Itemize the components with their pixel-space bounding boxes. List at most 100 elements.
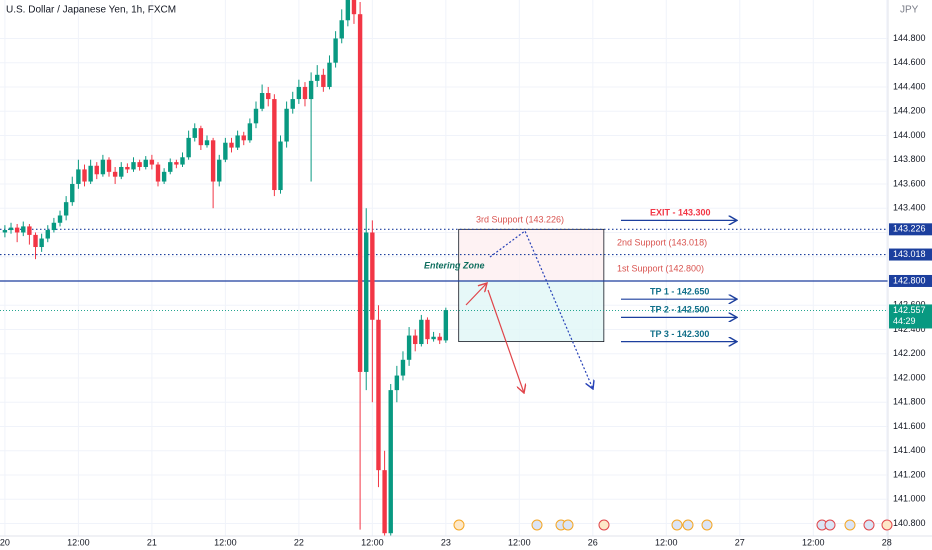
candle-body [345, 0, 351, 21]
candle-body [388, 390, 393, 534]
candle-body [137, 162, 142, 167]
candle-body [51, 222, 57, 231]
countdown-label: 44:29 [893, 316, 916, 326]
candle-body [400, 359, 406, 376]
candle-body [431, 336, 436, 340]
y-tick-label: 142.200 [893, 348, 926, 358]
y-tick-label: 143.800 [893, 154, 926, 164]
candle-body [168, 162, 173, 172]
candle-body [14, 227, 20, 233]
x-tick-label: 12:00 [508, 537, 531, 547]
x-tick-label: 23 [441, 537, 451, 547]
y-tick-label: 144.200 [893, 106, 926, 116]
candle-body [210, 140, 216, 182]
candle-body [272, 99, 277, 191]
candle-body [119, 166, 124, 177]
candle-body [333, 38, 338, 63]
x-tick-label: 12:00 [67, 537, 90, 547]
candle-body [266, 93, 271, 100]
candle-body [302, 86, 308, 100]
candle-body [406, 335, 412, 360]
y-tick-label: 144.400 [893, 81, 926, 91]
candle-body [33, 234, 38, 248]
x-tick-label: 21 [147, 537, 157, 547]
candle-body [437, 336, 442, 341]
candle-body [39, 238, 44, 248]
x-tick-label: 26 [588, 537, 598, 547]
zone-upper [458, 229, 604, 281]
support-label: 1st Support (142.800) [617, 263, 704, 273]
candle-body [443, 310, 449, 341]
y-tick-label: 141.600 [893, 421, 926, 431]
support-label: 3rd Support (143.226) [476, 214, 564, 224]
candle-body [155, 164, 161, 182]
candle-body [308, 80, 314, 100]
x-tick-label: 28 [882, 537, 892, 547]
y-tick-label: 141.800 [893, 397, 926, 407]
x-tick-label: 12:00 [655, 537, 678, 547]
current-price-label: 142.557 [893, 305, 926, 315]
y-tick-label: 141.200 [893, 469, 926, 479]
target-label: TP 3 - 142.300 [650, 329, 709, 339]
candle-body [394, 375, 400, 391]
x-tick-label: 22 [294, 537, 304, 547]
currency-label: JPY [900, 5, 919, 16]
candle-body [235, 135, 240, 148]
candle-body [253, 108, 259, 124]
event-icon [671, 519, 683, 531]
candle-body [204, 140, 210, 146]
candle-body [241, 135, 246, 141]
candle-body [382, 470, 387, 534]
level-price-label: 143.018 [893, 249, 926, 259]
target-label: TP 1 - 142.650 [650, 287, 709, 297]
candle-body [419, 319, 424, 345]
candle-body [192, 128, 197, 138]
candle-body [376, 319, 381, 471]
candle-body [21, 226, 26, 233]
candle-body [290, 99, 295, 109]
y-tick-label: 143.600 [893, 178, 926, 188]
candle-body [45, 230, 50, 239]
candle-body [370, 232, 375, 320]
candle-body [88, 165, 93, 182]
candle-body [82, 169, 87, 182]
event-icons [453, 519, 893, 531]
target-label: EXIT - 143.300 [650, 208, 711, 218]
candle-body [247, 123, 253, 141]
support-label: 2nd Support (143.018) [617, 237, 707, 247]
y-tick-label: 142.400 [893, 324, 926, 334]
y-tick-label: 141.400 [893, 445, 926, 455]
candle-body [27, 226, 32, 235]
targets: EXIT - 143.300 TP 1 - 142.650 TP 2 - 142.5… [621, 208, 737, 342]
candle-body [259, 93, 265, 109]
candle-body [413, 335, 418, 345]
candle-body [8, 227, 14, 231]
candle-body [112, 171, 118, 177]
candle-body [339, 20, 344, 39]
candle-body [174, 162, 179, 165]
candle-body [161, 171, 167, 182]
event-icon [531, 519, 543, 531]
candle-body [364, 232, 369, 372]
event-icon [598, 519, 610, 531]
red-arrow-up [465, 283, 487, 306]
candle-body [327, 62, 332, 87]
y-tick-label: 141.000 [893, 494, 926, 504]
level-price-box [889, 248, 932, 261]
candle-body [351, 0, 357, 15]
current-price-box [889, 304, 932, 329]
event-icon [682, 519, 694, 531]
event-icon [453, 519, 465, 531]
candle-body [2, 230, 8, 233]
candle-body [229, 142, 234, 148]
event-icon [701, 519, 713, 531]
event-icon [881, 519, 893, 531]
candle-body [143, 159, 148, 167]
event-icon [824, 519, 836, 531]
candle-body [321, 74, 326, 87]
level-price-box [889, 223, 932, 236]
entering-zone-label: Entering Zone [424, 260, 485, 270]
candle-body [223, 142, 228, 160]
level-price-label: 142.800 [893, 275, 926, 285]
level-price-box [889, 274, 932, 287]
